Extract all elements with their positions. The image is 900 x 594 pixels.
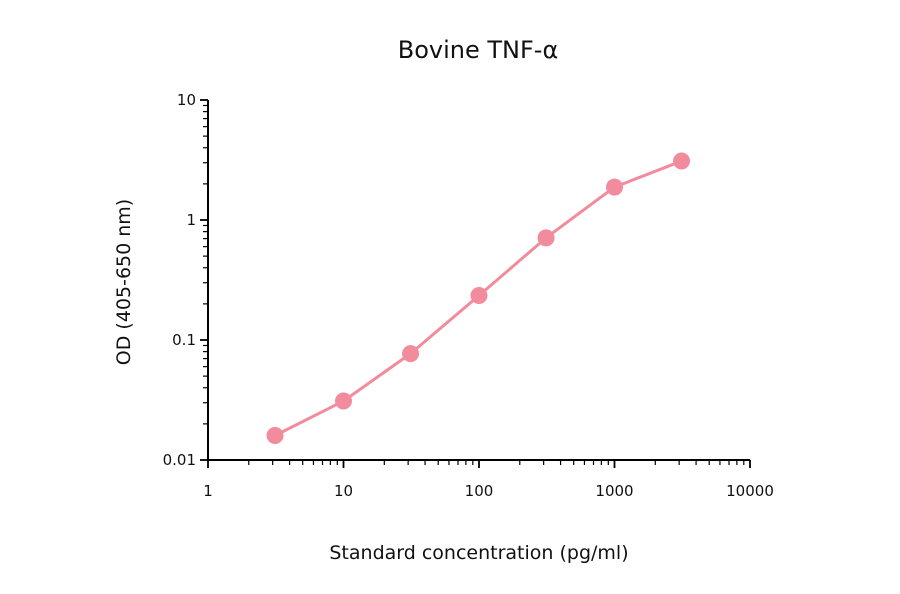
series-layer bbox=[266, 152, 691, 445]
data-point bbox=[402, 345, 420, 363]
y-tick-label: 0.01 bbox=[163, 451, 196, 469]
x-axis-ticks bbox=[207, 460, 751, 468]
data-point bbox=[537, 229, 555, 247]
data-point bbox=[266, 427, 284, 445]
data-point bbox=[470, 286, 488, 304]
y-tick-label: 10 bbox=[177, 91, 196, 109]
y-axis-ticks bbox=[200, 99, 208, 461]
data-point bbox=[606, 178, 623, 196]
x-tick-label: 10 bbox=[334, 482, 353, 500]
x-axis-label: Standard concentration (pg/ml) bbox=[329, 542, 628, 564]
data-point bbox=[335, 392, 352, 410]
x-tick-label: 100 bbox=[465, 482, 494, 500]
y-tick-label: 1 bbox=[186, 211, 196, 229]
chart-title: Bovine TNF-α bbox=[398, 36, 559, 64]
y-axis: 0.01 0.1 1 10 bbox=[163, 91, 209, 469]
y-axis-tick-labels: 0.01 0.1 1 10 bbox=[163, 91, 196, 469]
x-tick-label: 1000 bbox=[595, 482, 633, 500]
y-tick-label: 0.1 bbox=[172, 331, 196, 349]
x-tick-label: 10000 bbox=[726, 482, 774, 500]
y-axis-label: OD (405-650 nm) bbox=[113, 199, 135, 365]
x-axis: 1 10 100 1000 10000 bbox=[203, 459, 774, 500]
x-axis-tick-labels: 1 10 100 1000 10000 bbox=[203, 482, 774, 500]
x-tick-label: 1 bbox=[203, 482, 213, 500]
data-point bbox=[673, 152, 691, 170]
